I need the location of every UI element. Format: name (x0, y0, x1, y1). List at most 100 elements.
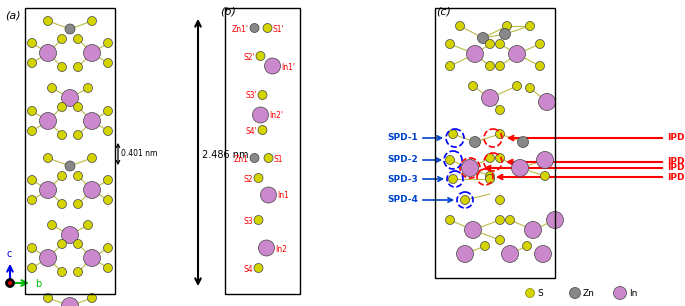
Circle shape (88, 154, 97, 162)
Circle shape (73, 171, 82, 181)
Circle shape (445, 62, 455, 70)
Circle shape (525, 289, 534, 297)
Circle shape (254, 174, 263, 182)
Circle shape (536, 151, 553, 169)
Circle shape (495, 196, 504, 204)
Circle shape (65, 24, 75, 34)
Circle shape (480, 241, 490, 251)
Circle shape (103, 176, 112, 185)
Circle shape (27, 196, 36, 204)
Circle shape (445, 39, 455, 48)
Circle shape (540, 171, 549, 181)
Circle shape (466, 46, 484, 62)
Text: SPD-3: SPD-3 (387, 174, 418, 184)
Circle shape (449, 129, 458, 139)
Circle shape (495, 215, 504, 225)
Circle shape (569, 288, 580, 298)
Circle shape (62, 89, 79, 106)
Circle shape (253, 107, 269, 123)
Circle shape (456, 245, 473, 263)
Circle shape (536, 39, 545, 48)
Text: SPD-4: SPD-4 (387, 196, 418, 204)
Circle shape (103, 244, 112, 252)
Circle shape (260, 187, 277, 203)
Circle shape (495, 154, 504, 162)
Circle shape (73, 62, 82, 72)
Text: (b): (b) (220, 6, 236, 16)
Text: In2': In2' (269, 111, 284, 121)
Text: S2: S2 (243, 174, 253, 184)
Circle shape (477, 32, 488, 43)
Text: 0.401 nm: 0.401 nm (121, 150, 158, 159)
Circle shape (495, 106, 504, 114)
Circle shape (254, 215, 263, 225)
Circle shape (486, 154, 495, 162)
Circle shape (503, 21, 512, 31)
Circle shape (486, 62, 495, 70)
Circle shape (88, 17, 97, 25)
Circle shape (536, 62, 545, 70)
Circle shape (495, 129, 504, 139)
Circle shape (103, 126, 112, 136)
Text: Zn: Zn (583, 289, 595, 298)
Circle shape (84, 84, 92, 92)
Circle shape (462, 159, 479, 177)
Circle shape (58, 103, 66, 111)
Text: IPD-3: IPD-3 (667, 163, 685, 173)
Circle shape (47, 221, 56, 230)
Circle shape (73, 200, 82, 208)
Circle shape (449, 174, 458, 184)
Circle shape (103, 106, 112, 115)
Circle shape (508, 46, 525, 62)
Circle shape (88, 293, 97, 303)
Text: IPD-4: IPD-4 (667, 173, 685, 181)
Circle shape (58, 35, 66, 43)
Text: b: b (35, 279, 41, 289)
Text: S: S (537, 289, 543, 298)
Circle shape (258, 240, 275, 256)
Circle shape (250, 154, 259, 162)
Circle shape (523, 241, 532, 251)
Circle shape (58, 62, 66, 72)
Circle shape (40, 44, 56, 62)
Circle shape (103, 39, 112, 47)
Circle shape (65, 161, 75, 171)
Text: IPD-1: IPD-1 (667, 133, 685, 143)
Circle shape (525, 84, 534, 92)
Circle shape (73, 240, 82, 248)
Text: SPD-1: SPD-1 (387, 133, 418, 143)
Circle shape (445, 155, 455, 165)
Circle shape (103, 58, 112, 68)
Circle shape (27, 176, 36, 185)
Circle shape (44, 17, 53, 25)
Circle shape (27, 106, 36, 115)
Circle shape (482, 89, 499, 106)
Circle shape (84, 249, 101, 267)
Circle shape (73, 35, 82, 43)
Circle shape (103, 196, 112, 204)
Circle shape (547, 211, 564, 229)
Circle shape (103, 263, 112, 273)
Text: S1': S1' (273, 24, 285, 33)
Circle shape (84, 44, 101, 62)
Circle shape (27, 244, 36, 252)
Text: S1: S1 (274, 155, 284, 163)
Circle shape (486, 39, 495, 48)
Circle shape (47, 84, 56, 92)
Circle shape (44, 154, 53, 162)
Circle shape (495, 62, 504, 70)
Circle shape (84, 181, 101, 199)
Text: SPD-2: SPD-2 (387, 155, 418, 165)
Circle shape (258, 125, 267, 135)
Circle shape (8, 281, 12, 285)
Circle shape (58, 200, 66, 208)
Text: Zn1': Zn1' (232, 24, 249, 33)
Text: 2.486 nm: 2.486 nm (202, 150, 249, 160)
Circle shape (58, 130, 66, 140)
Text: S3': S3' (245, 91, 257, 100)
Text: c: c (6, 249, 12, 259)
Bar (225, 8, 300, 294)
Circle shape (501, 245, 519, 263)
Circle shape (58, 171, 66, 181)
Text: S2': S2' (243, 53, 255, 62)
